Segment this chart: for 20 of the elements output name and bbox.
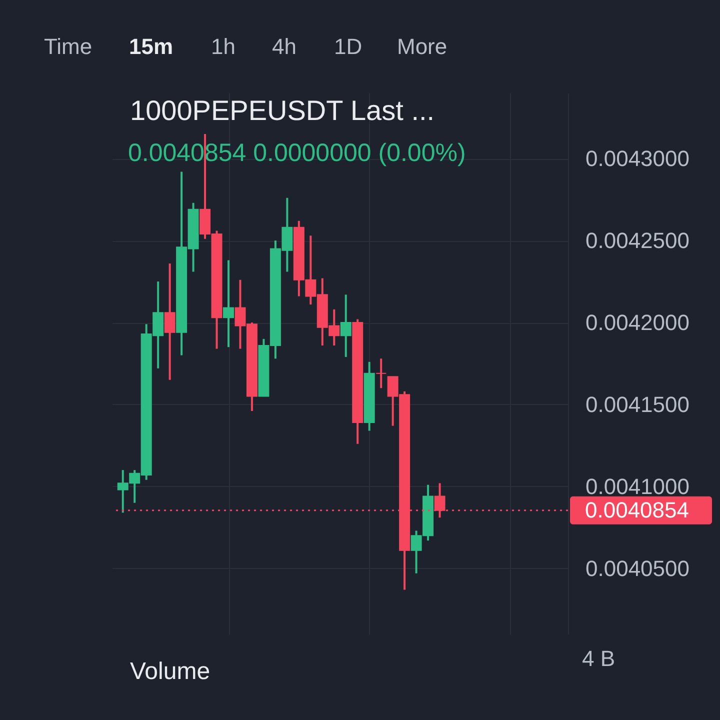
text: 4 B (582, 646, 616, 671)
candlestick (340, 294, 352, 358)
text: Volume (130, 658, 210, 685)
y-tick-label: 0.0041000 (586, 474, 690, 499)
text: 15m (129, 34, 174, 59)
text: 4h (272, 34, 296, 59)
candlestick (376, 358, 387, 390)
y-tick-label: 0.0043000 (586, 146, 690, 172)
y-tick-label: 0.0040500 (586, 556, 690, 581)
text: More (397, 34, 448, 59)
y-tick-label: 0.0042000 (586, 310, 690, 336)
y-tick-label: 0.0042500 (586, 228, 690, 254)
ref-line-label: 0.0040854 (585, 497, 689, 522)
candlestick (164, 262, 176, 381)
candlestick (223, 259, 234, 348)
text: Time (44, 34, 92, 59)
chart-title: 1000PEPEUSDT Last ... (130, 95, 435, 126)
text: 1h (211, 34, 236, 59)
text: 1D (334, 34, 362, 59)
y-tick-label: 0.0041500 (586, 392, 690, 417)
